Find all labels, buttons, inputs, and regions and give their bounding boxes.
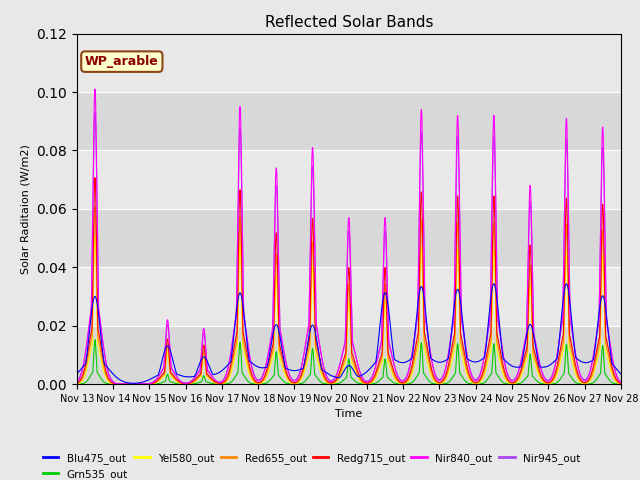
Yel580_out <box>617 381 625 387</box>
Blu475_out <box>130 380 138 386</box>
Bar <box>77 209 621 267</box>
Blu475_out <box>101 362 109 368</box>
X-axis label: Time: Time <box>335 409 362 419</box>
Nir840_out <box>73 379 81 385</box>
Line: Blu475_out: Blu475_out <box>77 284 621 383</box>
Yel580_out <box>101 373 109 379</box>
Nir840_out <box>510 378 518 384</box>
Blu475_out <box>497 332 504 338</box>
Line: Redg715_out: Redg715_out <box>77 178 621 384</box>
Nir840_out <box>91 86 99 92</box>
Grn535_out <box>497 377 504 383</box>
Blu475_out <box>490 281 498 287</box>
Redg715_out <box>91 175 99 180</box>
Nir840_out <box>420 260 428 266</box>
Nir840_out <box>101 356 109 361</box>
Grn535_out <box>73 381 81 387</box>
Nir945_out <box>497 335 504 340</box>
Blu475_out <box>482 347 490 352</box>
Blu475_out <box>510 364 518 370</box>
Legend: Blu475_out, Grn535_out, Yel580_out, Red655_out, Redg715_out, Nir840_out, Nir945_: Blu475_out, Grn535_out, Yel580_out, Red6… <box>38 448 584 480</box>
Grn535_out <box>101 380 109 386</box>
Nir945_out <box>73 379 81 384</box>
Redg715_out <box>617 380 625 386</box>
Grn535_out <box>510 381 518 387</box>
Grn535_out <box>518 380 525 385</box>
Redg715_out <box>510 379 518 385</box>
Y-axis label: Solar Raditaion (W/m2): Solar Raditaion (W/m2) <box>20 144 31 274</box>
Nir945_out <box>510 377 518 383</box>
Yel580_out <box>482 368 490 373</box>
Blu475_out <box>617 371 625 377</box>
Red655_out <box>420 336 428 341</box>
Line: Grn535_out: Grn535_out <box>77 340 621 384</box>
Bar <box>77 34 621 92</box>
Nir945_out <box>518 356 525 362</box>
Yel580_out <box>73 381 81 387</box>
Grn535_out <box>128 381 136 387</box>
Red655_out <box>73 381 81 386</box>
Redg715_out <box>482 358 490 363</box>
Yel580_out <box>420 345 428 350</box>
Yel580_out <box>91 234 99 240</box>
Red655_out <box>128 381 136 387</box>
Redg715_out <box>497 349 504 355</box>
Line: Nir945_out: Nir945_out <box>77 113 621 384</box>
Nir945_out <box>482 345 490 350</box>
Text: WP_arable: WP_arable <box>85 55 159 68</box>
Nir945_out <box>129 381 136 387</box>
Nir840_out <box>518 356 525 362</box>
Blu475_out <box>518 361 525 367</box>
Nir840_out <box>617 380 625 385</box>
Red655_out <box>482 363 490 369</box>
Nir945_out <box>91 110 99 116</box>
Red655_out <box>91 204 99 210</box>
Redg715_out <box>73 380 81 386</box>
Grn535_out <box>91 337 99 343</box>
Bar <box>77 150 621 209</box>
Bar <box>77 92 621 150</box>
Grn535_out <box>482 379 490 384</box>
Line: Yel580_out: Yel580_out <box>77 237 621 384</box>
Nir945_out <box>420 261 428 267</box>
Nir840_out <box>128 381 136 387</box>
Yel580_out <box>128 381 136 387</box>
Yel580_out <box>497 361 504 367</box>
Red655_out <box>101 370 109 375</box>
Bar <box>77 325 621 384</box>
Redg715_out <box>420 319 428 325</box>
Yel580_out <box>510 381 518 386</box>
Yel580_out <box>518 372 525 378</box>
Line: Nir840_out: Nir840_out <box>77 89 621 384</box>
Nir945_out <box>101 355 109 360</box>
Blu475_out <box>73 371 81 377</box>
Grn535_out <box>420 371 428 377</box>
Grn535_out <box>617 381 625 387</box>
Red655_out <box>617 381 625 386</box>
Nir840_out <box>497 333 504 338</box>
Nir945_out <box>617 379 625 385</box>
Blu475_out <box>420 295 428 301</box>
Title: Reflected Solar Bands: Reflected Solar Bands <box>264 15 433 30</box>
Bar <box>77 267 621 325</box>
Redg715_out <box>518 365 525 371</box>
Line: Red655_out: Red655_out <box>77 207 621 384</box>
Red655_out <box>510 380 518 386</box>
Redg715_out <box>101 366 109 372</box>
Red655_out <box>497 355 504 361</box>
Redg715_out <box>128 381 136 387</box>
Red655_out <box>518 369 525 375</box>
Nir840_out <box>482 344 490 350</box>
